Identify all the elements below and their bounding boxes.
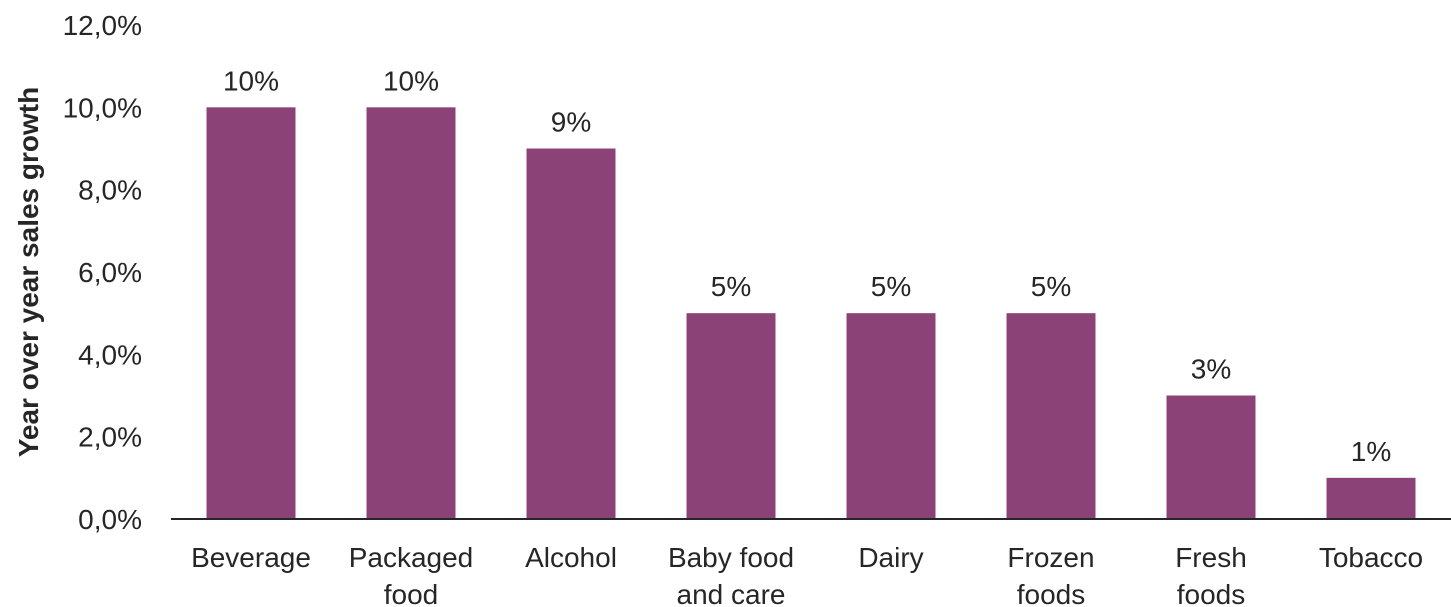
data-label: 9% [551,107,591,138]
x-tick-label: and care [677,579,786,607]
bar [1006,313,1096,519]
x-tick-label: foods [1177,579,1246,607]
y-tick-label: 2,0% [78,422,142,453]
x-tick-label: Dairy [858,542,923,573]
y-tick-label: 4,0% [78,339,142,370]
y-tick-label: 12,0% [63,10,142,41]
data-label: 5% [1031,271,1071,302]
y-tick-label: 10,0% [63,92,142,123]
x-tick-label: Fresh [1175,542,1247,573]
x-tick-label: Frozen [1007,542,1094,573]
data-label: 5% [871,271,911,302]
x-tick-label: Packaged [349,542,474,573]
x-tick-label: food [384,579,439,607]
x-tick-label: foods [1017,579,1086,607]
bar [1326,477,1416,519]
bar [846,313,936,519]
data-label: 1% [1351,436,1391,467]
bar [366,107,456,519]
x-tick-label: Alcohol [525,542,617,573]
y-tick-label: 0,0% [78,504,142,535]
bar [1166,395,1256,519]
x-tick-label: Beverage [191,542,311,573]
bar [526,148,616,519]
bars [206,107,1416,519]
y-axis-ticks: 0,0% 2,0% 4,0% 6,0% 8,0% 10,0% 12,0% [63,10,142,535]
data-label: 10% [223,65,279,96]
data-labels: 10% 10% 9% 5% 5% 5% 3% 1% [223,65,1391,467]
x-tick-label: Tobacco [1319,542,1423,573]
y-axis-label: Year over year sales growth [13,87,44,457]
data-label: 10% [383,65,439,96]
bar [206,107,296,519]
data-label: 5% [711,271,751,302]
data-label: 3% [1191,354,1231,385]
bar [686,313,776,519]
y-tick-label: 8,0% [78,175,142,206]
x-tick-label: Baby food [668,542,794,573]
category-labels: Beverage Packaged food Alcohol Baby food and … [191,542,1423,607]
y-tick-label: 6,0% [78,257,142,288]
